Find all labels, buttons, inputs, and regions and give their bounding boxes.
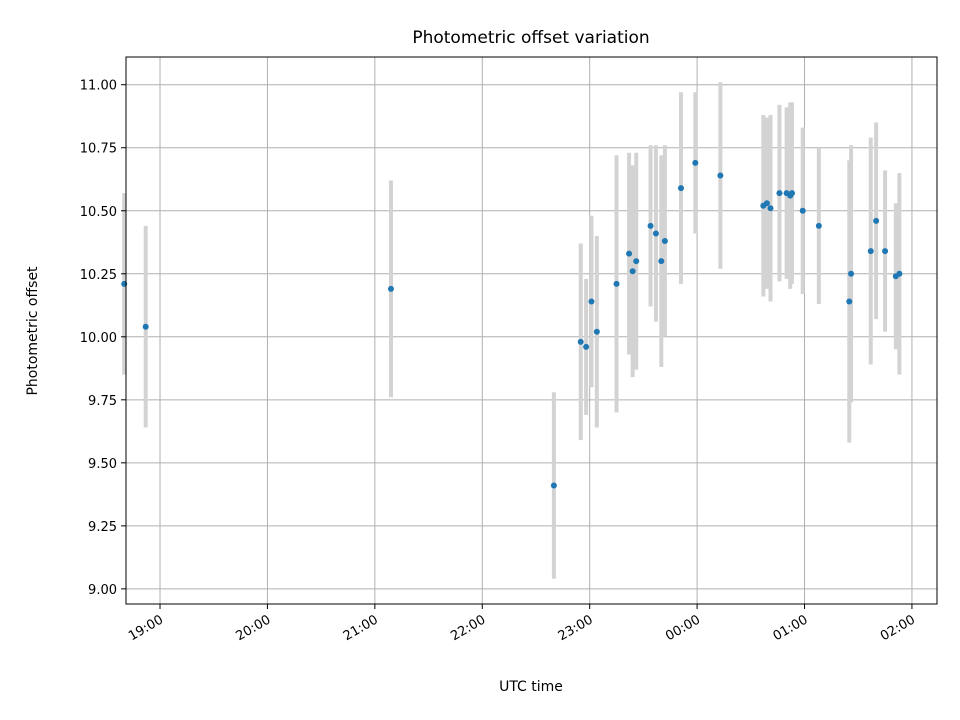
x-tick-label: 01:00 xyxy=(771,612,811,644)
data-point xyxy=(692,159,699,166)
data-point xyxy=(788,190,795,197)
x-tick-label: 19:00 xyxy=(126,612,166,644)
x-axis-ticks: 19:00 20:00 21:00 22:00 23:00 00:00 01:00 02:00 xyxy=(126,604,918,644)
x-axis-title: UTC time xyxy=(499,679,563,695)
data-point xyxy=(677,185,684,192)
data-point xyxy=(613,280,620,287)
y-axis-title: Photometric offset xyxy=(25,266,41,396)
data-point xyxy=(799,207,806,214)
x-tick-label: 20:00 xyxy=(233,612,273,644)
y-tick-label: 9.50 xyxy=(88,457,117,472)
data-point xyxy=(776,190,783,197)
error-bars xyxy=(122,82,902,579)
data-point xyxy=(846,298,853,305)
y-tick-label: 9.75 xyxy=(88,394,117,409)
data-point xyxy=(588,298,595,305)
data-point xyxy=(867,248,874,255)
data-point xyxy=(652,230,659,237)
data-point xyxy=(583,343,590,350)
chart-title: Photometric offset variation xyxy=(412,28,649,48)
data-point xyxy=(767,205,774,212)
x-tick-label: 00:00 xyxy=(663,612,703,644)
data-point xyxy=(577,338,584,345)
data-point xyxy=(896,270,903,277)
plot-frame xyxy=(125,56,938,605)
data-point xyxy=(658,258,665,265)
y-tick-label: 10.50 xyxy=(80,205,117,220)
y-tick-label: 9.25 xyxy=(88,520,117,535)
data-point xyxy=(550,482,557,489)
data-point xyxy=(629,268,636,275)
y-axis-ticks: 9.00 9.25 9.50 9.75 10.00 10.25 10.50 10.75 11.0… xyxy=(80,79,126,598)
data-point xyxy=(593,328,600,335)
y-tick-label: 10.75 xyxy=(80,142,117,157)
data-point xyxy=(647,222,654,229)
data-point xyxy=(882,248,889,255)
y-tick-label: 10.00 xyxy=(80,331,117,346)
x-tick-label: 21:00 xyxy=(341,612,381,644)
data-point xyxy=(142,323,149,330)
x-tick-label: 23:00 xyxy=(556,612,596,644)
data-point xyxy=(873,217,880,224)
data-point xyxy=(661,238,668,245)
y-tick-label: 11.00 xyxy=(80,79,117,94)
grid xyxy=(126,57,937,604)
y-tick-label: 9.00 xyxy=(88,583,117,598)
x-tick-label: 22:00 xyxy=(448,612,488,644)
x-tick-label: 02:00 xyxy=(878,612,918,644)
data-point xyxy=(387,285,394,292)
data-point xyxy=(815,222,822,229)
data-points xyxy=(121,159,903,489)
data-point xyxy=(633,258,640,265)
data-point xyxy=(848,270,855,277)
data-point xyxy=(763,200,770,207)
data-point xyxy=(626,250,633,257)
data-point xyxy=(717,172,724,179)
y-tick-label: 10.25 xyxy=(80,268,117,283)
